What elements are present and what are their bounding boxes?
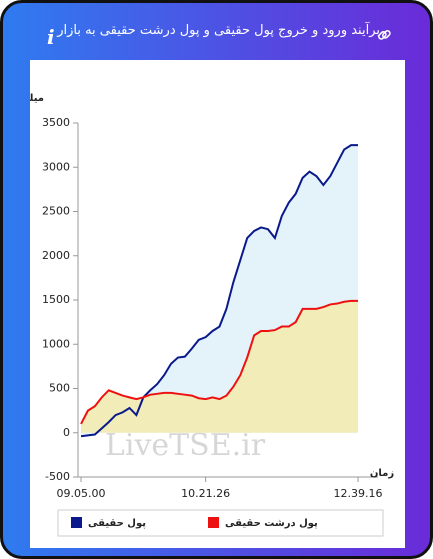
y-tick-label: 3000	[42, 160, 70, 173]
x-tick-label: 09.05.00	[57, 487, 106, 500]
x-tick-label: 10.21.26	[181, 487, 230, 500]
line	[80, 144, 358, 438]
watermark: LiveTSE.ir	[105, 428, 266, 463]
y-tick-label: 0	[63, 426, 70, 439]
line	[80, 299, 358, 425]
x-tick-label: 12.39.16	[334, 487, 383, 500]
x-axis-title: زمان	[370, 468, 394, 479]
info-icon[interactable]: i	[47, 25, 55, 49]
header-title: برآیند ورود و خروج پول حقیقی و پول درشت …	[57, 23, 380, 38]
chart: LiveTSE.ir -500 0 500 1000 1500 2000 2500 3000 35…	[30, 60, 405, 548]
legend-box	[57, 509, 384, 537]
y-tick-label: 3500	[42, 116, 70, 129]
area-fill	[81, 300, 358, 433]
y-tick-label: 1000	[42, 337, 70, 350]
legend-swatch	[208, 517, 219, 528]
y-tick-label: 2000	[42, 249, 70, 262]
link-icon	[377, 29, 391, 40]
legend-label: پول درشت حقیقی	[225, 518, 318, 529]
y-tick-label: 2500	[42, 205, 70, 218]
y-tick-label: -500	[45, 470, 70, 483]
y-tick-label: 1500	[42, 293, 70, 306]
legend-label: پول حقیقی	[88, 518, 146, 529]
y-tick-label: 500	[49, 382, 70, 395]
legend-swatch	[71, 517, 82, 528]
y-axis-title: میلیارد تومان	[30, 93, 44, 104]
